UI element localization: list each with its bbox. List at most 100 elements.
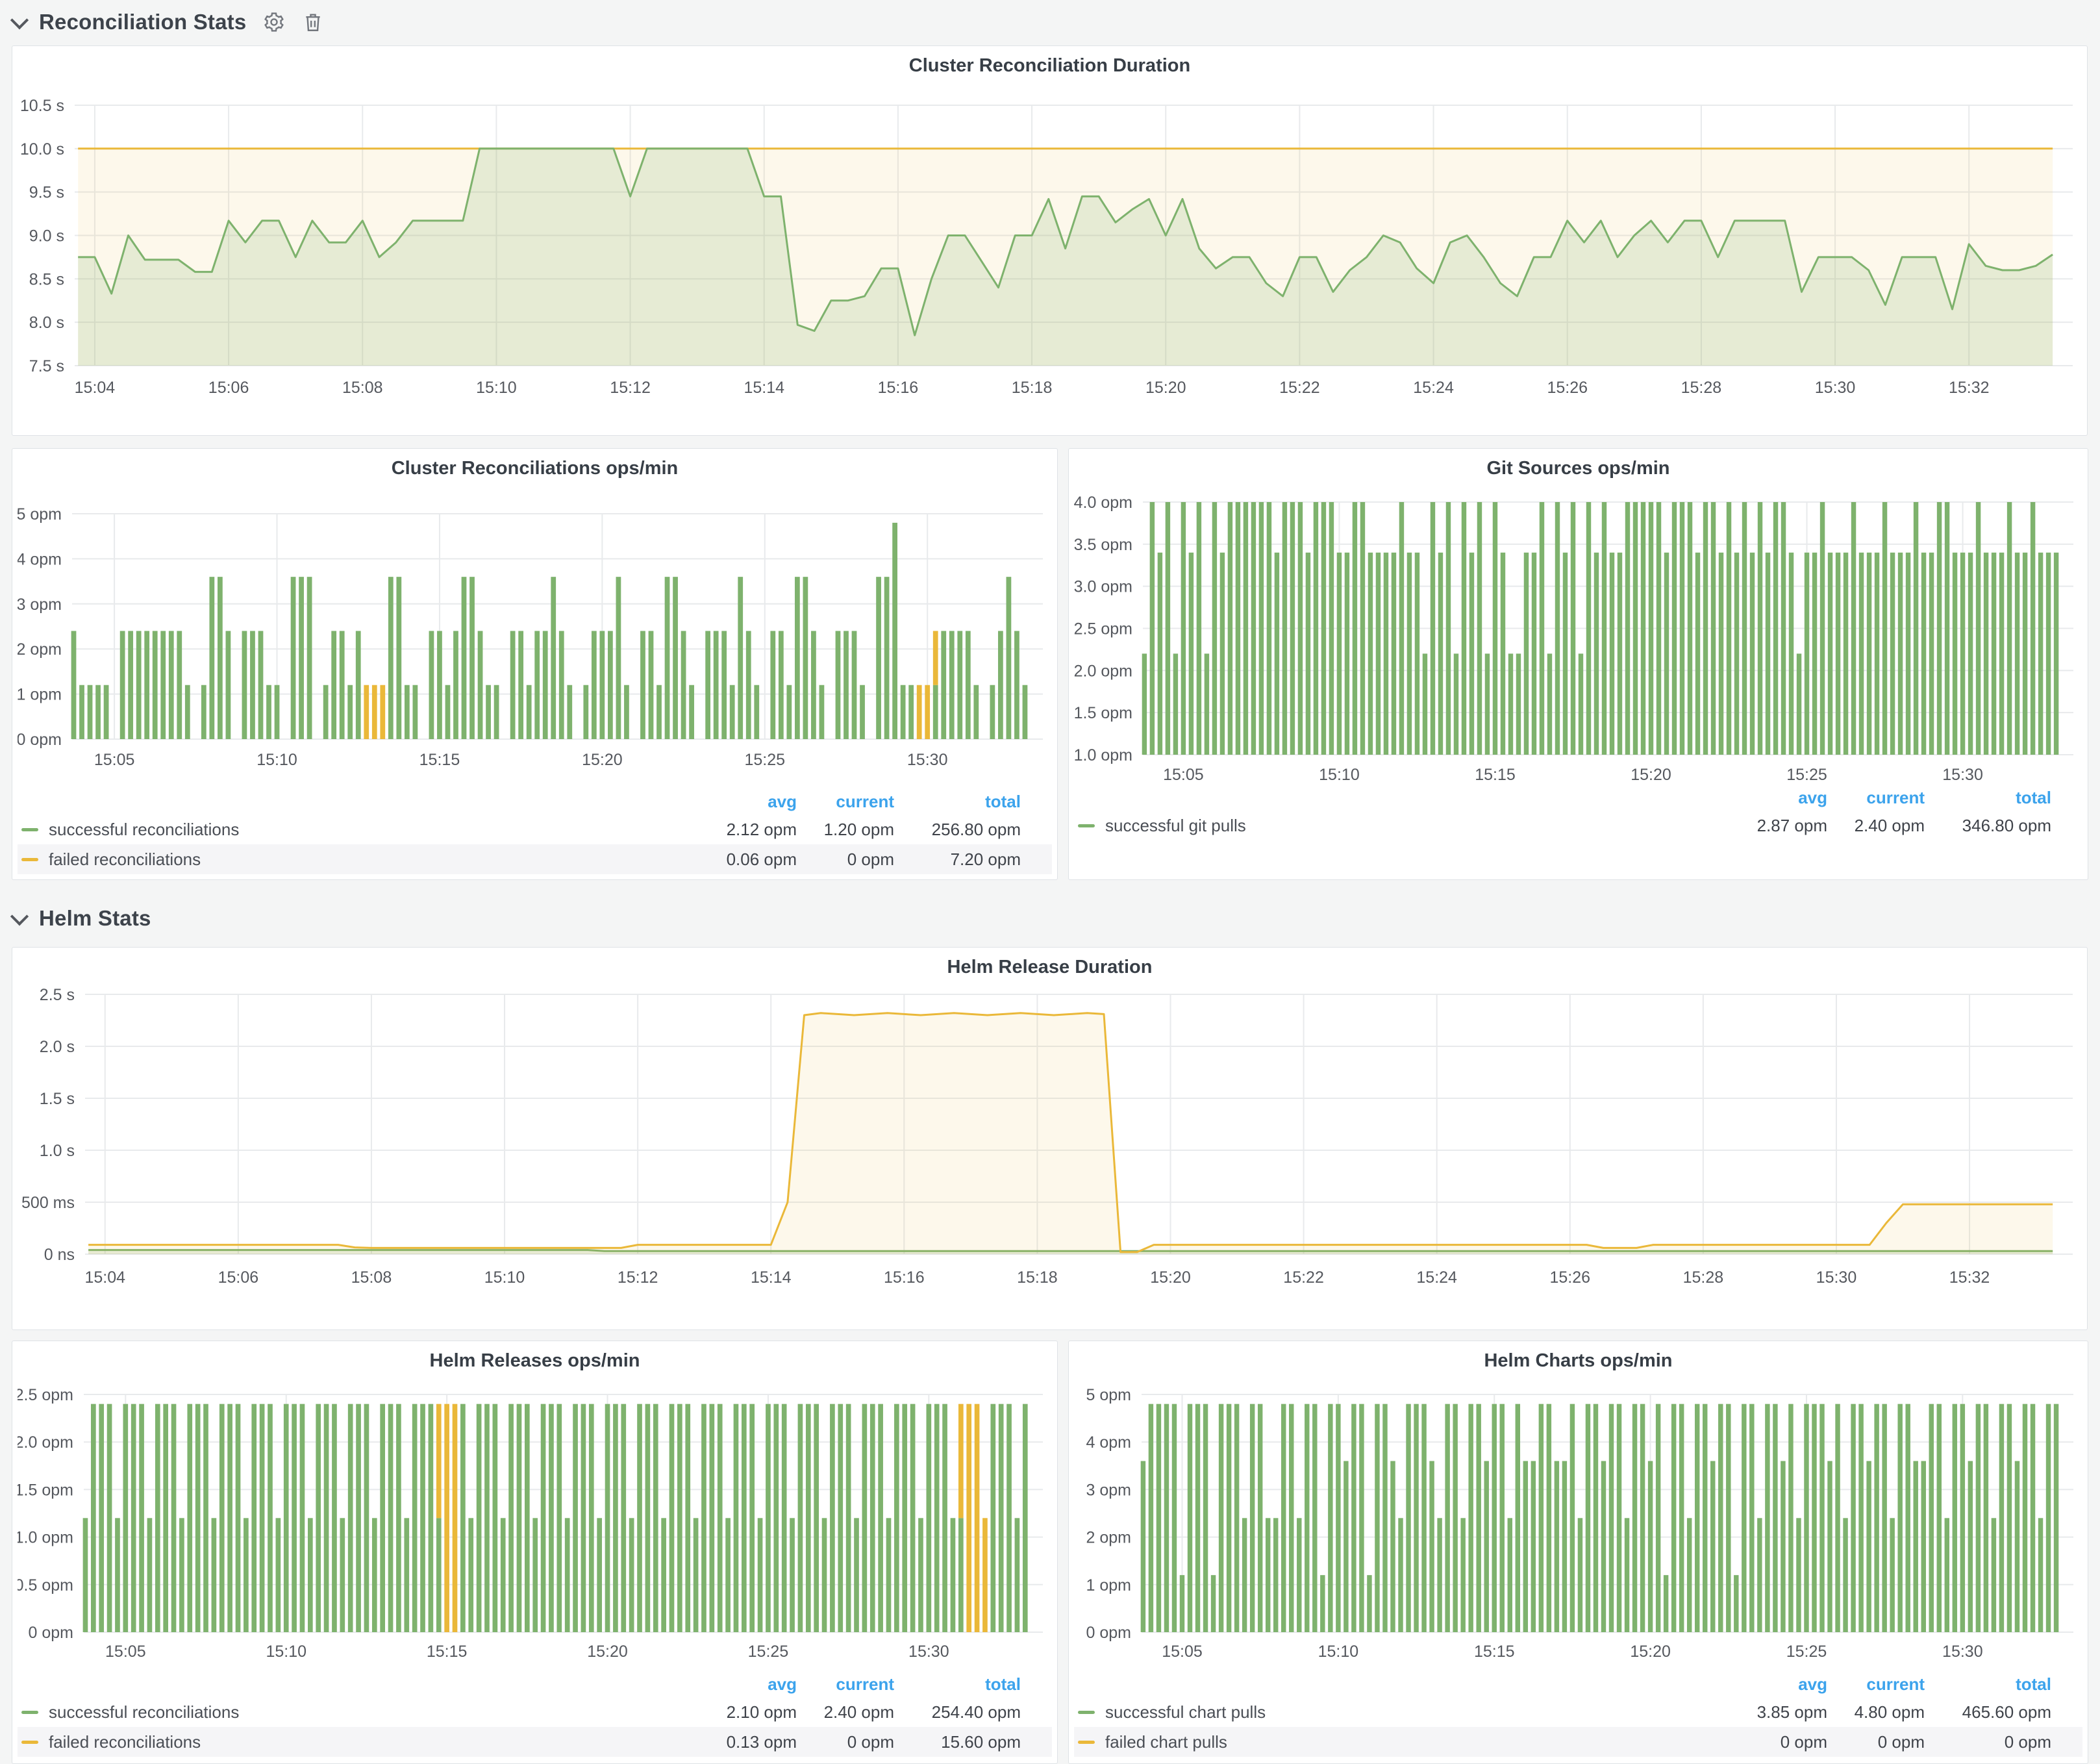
section-header-reconciliation-stats[interactable]: Reconciliation Stats — [13, 4, 324, 40]
svg-text:15:20: 15:20 — [587, 1643, 628, 1661]
svg-text:4 opm: 4 opm — [18, 550, 62, 568]
legend-col-avg[interactable]: avg — [673, 1674, 797, 1695]
svg-text:15:04: 15:04 — [75, 379, 116, 397]
svg-text:2.0 opm: 2.0 opm — [18, 1433, 73, 1452]
legend-series-label[interactable]: failed reconciliations — [49, 850, 673, 870]
svg-text:8.5 s: 8.5 s — [29, 270, 64, 288]
svg-text:3.0 opm: 3.0 opm — [1074, 578, 1132, 596]
panel-title[interactable]: Cluster Reconciliations ops/min — [12, 449, 1057, 485]
section-header-helm-stats[interactable]: Helm Stats — [13, 900, 151, 937]
legend-col-total[interactable]: total — [894, 1674, 1021, 1695]
legend-row[interactable]: successful reconciliations 2.12 opm 1.20… — [18, 814, 1052, 844]
legend-row[interactable]: successful chart pulls 3.85 opm 4.80 opm… — [1074, 1697, 2082, 1727]
legend-series-label[interactable]: failed chart pulls — [1105, 1732, 1704, 1752]
cluster-reconciliation-duration-chart[interactable]: 15:0415:0615:0815:1015:1215:1415:1615:18… — [18, 82, 2082, 430]
legend-series-label[interactable]: successful reconciliations — [49, 1702, 673, 1722]
svg-text:15:08: 15:08 — [351, 1268, 392, 1287]
svg-text:9.0 s: 9.0 s — [29, 227, 64, 246]
svg-text:0.5 opm: 0.5 opm — [18, 1576, 73, 1594]
chevron-down-icon — [10, 11, 29, 29]
svg-text:15:10: 15:10 — [484, 1268, 525, 1287]
panel-title[interactable]: Helm Release Duration — [12, 948, 2087, 984]
panel-title[interactable]: Cluster Reconciliation Duration — [12, 46, 2087, 82]
legend: avg current total successful reconciliat… — [18, 788, 1052, 874]
helm-charts-opm-chart[interactable]: 15:0515:1015:1515:2015:2515:300 opm1 opm… — [1074, 1378, 2082, 1667]
legend-col-avg[interactable]: avg — [673, 792, 797, 812]
legend-row[interactable]: failed reconciliations 0.13 opm 0 opm 15… — [18, 1727, 1052, 1757]
svg-text:1.5 s: 1.5 s — [40, 1090, 75, 1108]
trash-icon[interactable] — [302, 11, 324, 33]
svg-text:1 opm: 1 opm — [18, 686, 62, 704]
legend-row[interactable]: successful reconciliations 2.10 opm 2.40… — [18, 1697, 1052, 1727]
helm-releases-opm-chart[interactable]: 15:0515:1015:1515:2015:2515:300 opm0.5 o… — [18, 1378, 1052, 1667]
svg-text:15:28: 15:28 — [1683, 1268, 1724, 1287]
legend-col-current[interactable]: current — [1827, 788, 1925, 808]
panel-title[interactable]: Git Sources ops/min — [1069, 449, 2088, 485]
svg-text:15:24: 15:24 — [1416, 1268, 1457, 1287]
legend: avg current total successful reconciliat… — [18, 1671, 1052, 1757]
svg-text:2.5 opm: 2.5 opm — [18, 1386, 73, 1404]
legend-avg-value: 2.12 opm — [673, 820, 797, 840]
series-swatch — [21, 1711, 38, 1714]
svg-text:15:16: 15:16 — [878, 379, 919, 397]
svg-text:15:26: 15:26 — [1549, 1268, 1590, 1287]
svg-text:2 opm: 2 opm — [18, 640, 62, 659]
svg-text:0 opm: 0 opm — [18, 731, 62, 749]
legend-col-current[interactable]: current — [797, 1674, 894, 1695]
legend-series-label[interactable]: successful git pulls — [1105, 816, 1704, 836]
svg-text:15:10: 15:10 — [266, 1643, 306, 1661]
grafana-dashboard: Reconciliation Stats Cluster Reconciliat… — [0, 0, 2100, 1764]
svg-text:500 ms: 500 ms — [21, 1194, 75, 1212]
legend-series-label[interactable]: failed reconciliations — [49, 1732, 673, 1752]
legend-col-total[interactable]: total — [1925, 1674, 2051, 1695]
legend-col-current[interactable]: current — [1827, 1674, 1925, 1695]
legend-avg-value: 0 opm — [1704, 1732, 1827, 1752]
panel-helm-charts-opm: Helm Charts ops/min 15:0515:1015:1515:20… — [1068, 1341, 2088, 1764]
legend-col-total[interactable]: total — [894, 792, 1021, 812]
legend-col-avg[interactable]: avg — [1704, 788, 1827, 808]
svg-text:15:05: 15:05 — [1163, 766, 1204, 784]
svg-text:15:30: 15:30 — [1942, 1643, 1983, 1661]
section-title[interactable]: Helm Stats — [39, 906, 151, 931]
svg-text:4 opm: 4 opm — [1086, 1433, 1131, 1452]
svg-text:15:20: 15:20 — [1150, 1268, 1191, 1287]
svg-text:15:30: 15:30 — [1816, 1268, 1857, 1287]
legend-row[interactable]: failed reconciliations 0.06 opm 0 opm 7.… — [18, 844, 1052, 874]
legend-current-value: 0 opm — [797, 1732, 894, 1752]
svg-text:15:15: 15:15 — [1474, 1643, 1515, 1661]
svg-text:15:28: 15:28 — [1681, 379, 1722, 397]
legend-total-value: 346.80 opm — [1925, 816, 2051, 836]
legend-col-total[interactable]: total — [1925, 788, 2051, 808]
helm-release-duration-chart[interactable]: 15:0415:0615:0815:1015:1215:1415:1615:18… — [18, 984, 2082, 1326]
legend-row[interactable]: successful git pulls 2.87 opm 2.40 opm 3… — [1074, 811, 2082, 840]
svg-text:15:05: 15:05 — [94, 751, 135, 769]
legend-col-avg[interactable]: avg — [1704, 1674, 1827, 1695]
panel-cluster-reconciliation-duration: Cluster Reconciliation Duration 15:0415:… — [12, 45, 2088, 436]
git-sources-opm-chart[interactable]: 15:0515:1015:1515:2015:2515:301.0 opm1.5… — [1074, 485, 2082, 816]
legend-col-current[interactable]: current — [797, 792, 894, 812]
svg-text:15:22: 15:22 — [1283, 1268, 1324, 1287]
svg-text:15:12: 15:12 — [610, 379, 651, 397]
svg-text:15:10: 15:10 — [1319, 766, 1360, 784]
svg-text:0 opm: 0 opm — [1086, 1624, 1131, 1642]
legend-avg-value: 2.10 opm — [673, 1702, 797, 1722]
legend-row[interactable]: failed chart pulls 0 opm 0 opm 0 opm — [1074, 1727, 2082, 1757]
legend-series-label[interactable]: successful reconciliations — [49, 820, 673, 840]
svg-text:15:08: 15:08 — [342, 379, 383, 397]
svg-text:2.5 s: 2.5 s — [40, 986, 75, 1004]
svg-text:3 opm: 3 opm — [18, 596, 62, 614]
cluster-reconciliations-opm-chart[interactable]: 15:0515:1015:1515:2015:2515:300 opm1 opm… — [18, 485, 1052, 783]
chevron-down-icon — [10, 907, 29, 926]
svg-text:0 ns: 0 ns — [44, 1246, 75, 1264]
section-title[interactable]: Reconciliation Stats — [39, 10, 246, 34]
panel-title[interactable]: Helm Releases ops/min — [12, 1341, 1057, 1378]
gear-icon[interactable] — [263, 11, 285, 33]
svg-text:15:24: 15:24 — [1413, 379, 1454, 397]
legend-series-label[interactable]: successful chart pulls — [1105, 1702, 1704, 1722]
panel-title[interactable]: Helm Charts ops/min — [1069, 1341, 2088, 1378]
svg-text:5 opm: 5 opm — [1086, 1386, 1131, 1404]
svg-text:15:30: 15:30 — [1815, 379, 1856, 397]
legend-current-value: 4.80 opm — [1827, 1702, 1925, 1722]
legend-total-value: 0 opm — [1925, 1732, 2051, 1752]
svg-text:2 opm: 2 opm — [1086, 1529, 1131, 1547]
